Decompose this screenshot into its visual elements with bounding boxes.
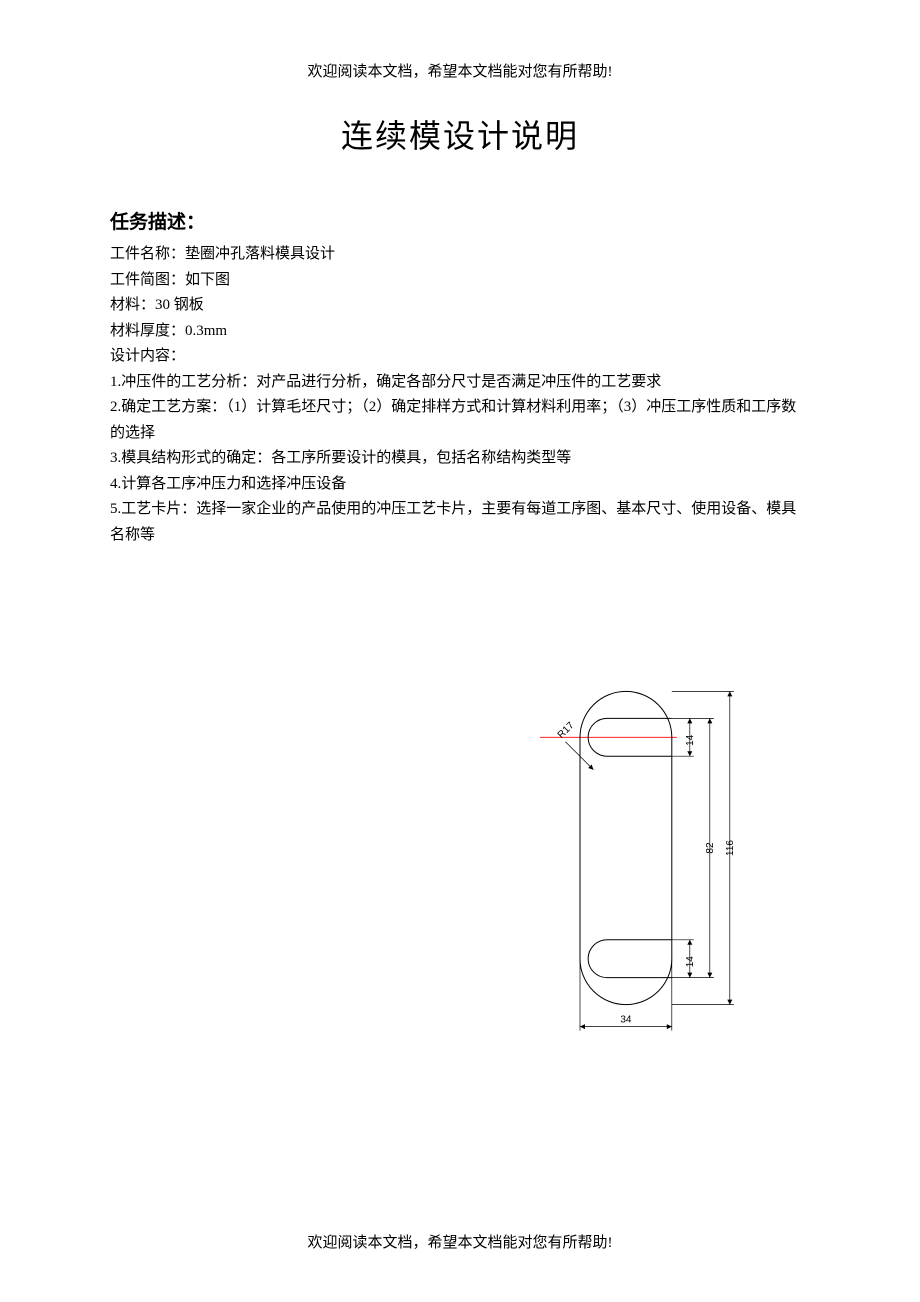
header-note: 欢迎阅读本文档，希望本文档能对您有所帮助! — [110, 60, 810, 81]
line-material: 材料：30 钢板 — [110, 293, 810, 319]
line-item-1: 1.冲压件的工艺分析：对产品进行分析，确定各部分尺寸是否满足冲压件的工艺要求 — [110, 370, 810, 396]
diagram-container: R17 14 14 82 116 34 — [110, 648, 810, 1068]
section-heading: 任务描述： — [110, 207, 810, 234]
line-sketch: 工件简图：如下图 — [110, 268, 810, 294]
svg-text:82: 82 — [705, 842, 716, 854]
svg-text:R17: R17 — [556, 720, 577, 741]
page: 欢迎阅读本文档，希望本文档能对您有所帮助! 连续模设计说明 任务描述： 工件名称… — [0, 0, 920, 1302]
svg-text:116: 116 — [725, 840, 736, 856]
line-item-2: 2.确定工艺方案：（1）计算毛坯尺寸；（2）确定排样方式和计算材料利用率；（3）… — [110, 395, 810, 446]
svg-text:34: 34 — [620, 1015, 632, 1026]
line-workpiece-name: 工件名称：垫圈冲孔落料模具设计 — [110, 242, 810, 268]
part-drawing: R17 14 14 82 116 34 — [540, 648, 780, 1068]
line-design-content: 设计内容： — [110, 344, 810, 370]
line-item-4: 4.计算各工序冲压力和选择冲压设备 — [110, 472, 810, 498]
line-thickness: 材料厚度：0.3mm — [110, 319, 810, 345]
footer-note: 欢迎阅读本文档，希望本文档能对您有所帮助! — [0, 1231, 920, 1252]
document-title: 连续模设计说明 — [110, 111, 810, 157]
svg-text:14: 14 — [685, 956, 696, 968]
line-item-5: 5.工艺卡片：选择一家企业的产品使用的冲压工艺卡片，主要有每道工序图、基本尺寸、… — [110, 497, 810, 548]
line-item-3: 3.模具结构形式的确定：各工序所要设计的模具，包括名称结构类型等 — [110, 446, 810, 472]
svg-text:14: 14 — [685, 734, 696, 746]
